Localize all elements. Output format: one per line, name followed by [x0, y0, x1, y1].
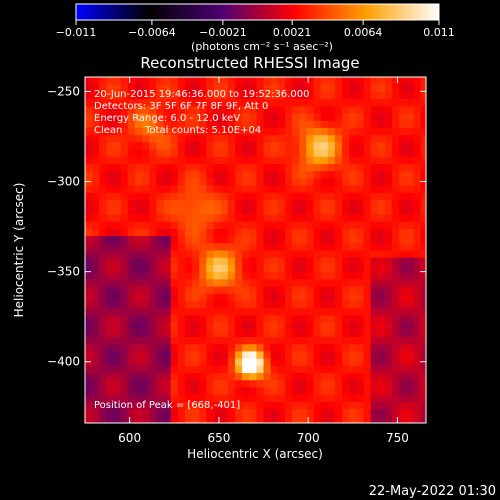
colorbar-tick-label: 0.0064 — [344, 26, 383, 39]
colorbar-tick-label: 0.011 — [423, 26, 455, 39]
heatmap-image — [85, 77, 426, 423]
x-tick-label: 750 — [386, 431, 409, 445]
x-axis-label: Heliocentric X (arcsec) — [187, 447, 323, 461]
footer-timestamp: 22-May-2022 01:30 — [369, 484, 496, 499]
annotation-method: Clean — [94, 125, 122, 136]
colorbar — [75, 3, 440, 21]
colorbar-ticks: −0.011 −0.0064 −0.0021 0.0021 0.0064 0.011 — [56, 20, 455, 39]
y-tick-label: −350 — [47, 265, 80, 279]
y-tick-label: −400 — [47, 355, 80, 369]
peak-position-label: Position of Peak = [668,-401] — [94, 400, 240, 411]
heatmap-cells — [85, 77, 426, 423]
axis-ticks: 600 650 700 750 −250 −300 −350 −400 — [47, 77, 426, 445]
colorbar-unit-label: (photons cm⁻² s⁻¹ asec⁻²) — [191, 40, 333, 53]
x-tick-label: 650 — [207, 431, 230, 445]
x-tick-label: 700 — [297, 431, 320, 445]
plot-frame — [84, 76, 427, 424]
colorbar-tick-label: 0.0021 — [273, 26, 312, 39]
annotation-time-range: 20-Jun-2015 19:46:36.000 to 19:52:36.000 — [94, 89, 310, 100]
colorbar-tick-label: −0.0021 — [199, 26, 247, 39]
annotation-total-counts: Total counts: 5.10E+04 — [144, 125, 261, 136]
colorbar-tick-label: −0.0064 — [128, 26, 176, 39]
y-tick-label: −300 — [47, 175, 80, 189]
colorbar-tick-label: −0.011 — [56, 26, 97, 39]
y-axis-label: Heliocentric Y (arcsec) — [12, 183, 26, 318]
chart-title: Reconstructed RHESSI Image — [140, 54, 359, 72]
annotation-detectors: Detectors: 3F 5F 6F 7F 8F 9F, Att 0 — [94, 101, 268, 112]
annotation-energy-range: Energy Range: 6.0 - 12.0 keV — [94, 113, 240, 124]
y-tick-label: −250 — [47, 84, 80, 98]
x-tick-label: 600 — [118, 431, 141, 445]
